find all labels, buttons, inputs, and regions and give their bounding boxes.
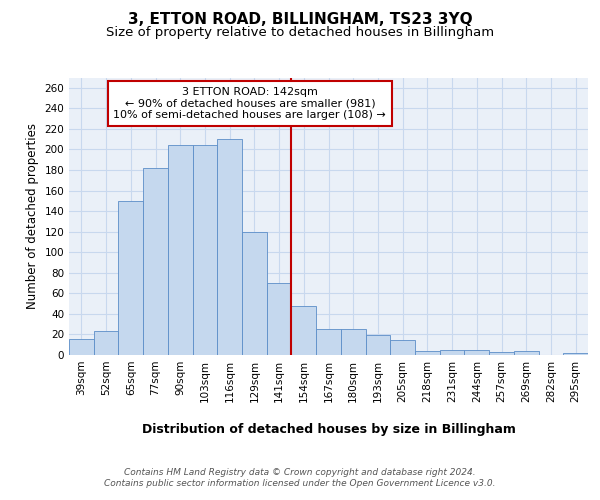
Bar (316, 330, 341, 355)
Bar (267, 283, 292, 355)
Bar (94, 332, 118, 355)
Bar (440, 350, 464, 355)
Bar (242, 232, 267, 355)
Bar (464, 350, 489, 355)
Bar (514, 351, 539, 355)
Bar (217, 139, 242, 355)
Bar (341, 330, 365, 355)
Text: 3, ETTON ROAD, BILLINGHAM, TS23 3YQ: 3, ETTON ROAD, BILLINGHAM, TS23 3YQ (128, 12, 472, 28)
Bar (168, 146, 193, 355)
Bar (292, 306, 316, 355)
Bar (415, 351, 440, 355)
Text: Distribution of detached houses by size in Billingham: Distribution of detached houses by size … (142, 422, 516, 436)
Text: Contains HM Land Registry data © Crown copyright and database right 2024.
Contai: Contains HM Land Registry data © Crown c… (104, 468, 496, 487)
Bar (143, 168, 168, 355)
Bar (365, 336, 390, 355)
Y-axis label: Number of detached properties: Number of detached properties (26, 123, 39, 309)
Bar (563, 353, 588, 355)
Bar (118, 201, 143, 355)
Bar (193, 146, 217, 355)
Bar (390, 340, 415, 355)
Text: 3 ETTON ROAD: 142sqm
← 90% of detached houses are smaller (981)
10% of semi-deta: 3 ETTON ROAD: 142sqm ← 90% of detached h… (113, 86, 386, 120)
Bar (489, 352, 514, 355)
Bar (69, 338, 94, 355)
Text: Size of property relative to detached houses in Billingham: Size of property relative to detached ho… (106, 26, 494, 39)
